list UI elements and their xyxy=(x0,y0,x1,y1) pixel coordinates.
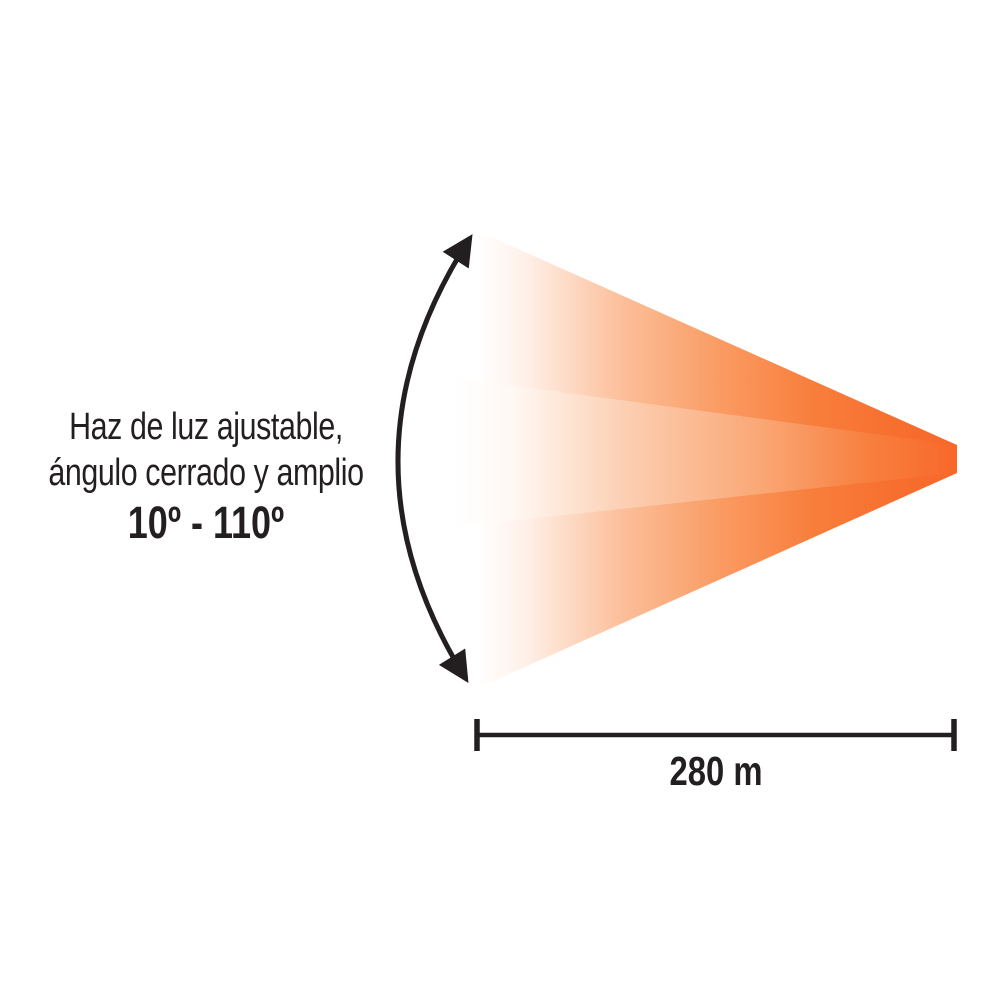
beam-angle-range: 10º - 110º xyxy=(127,497,285,548)
beam-description-line1: Haz de luz ajustable, xyxy=(69,406,343,448)
angle-range-arrow xyxy=(395,234,473,683)
distance-measure-line xyxy=(474,719,957,751)
beam-distance-label: 280 m xyxy=(669,748,763,794)
beam-description-line2: ángulo cerrado y amplio xyxy=(48,452,364,494)
beam-description-label: Haz de luz ajustable, ángulo cerrado y a… xyxy=(46,404,366,550)
narrow-beam-cone xyxy=(453,378,957,527)
